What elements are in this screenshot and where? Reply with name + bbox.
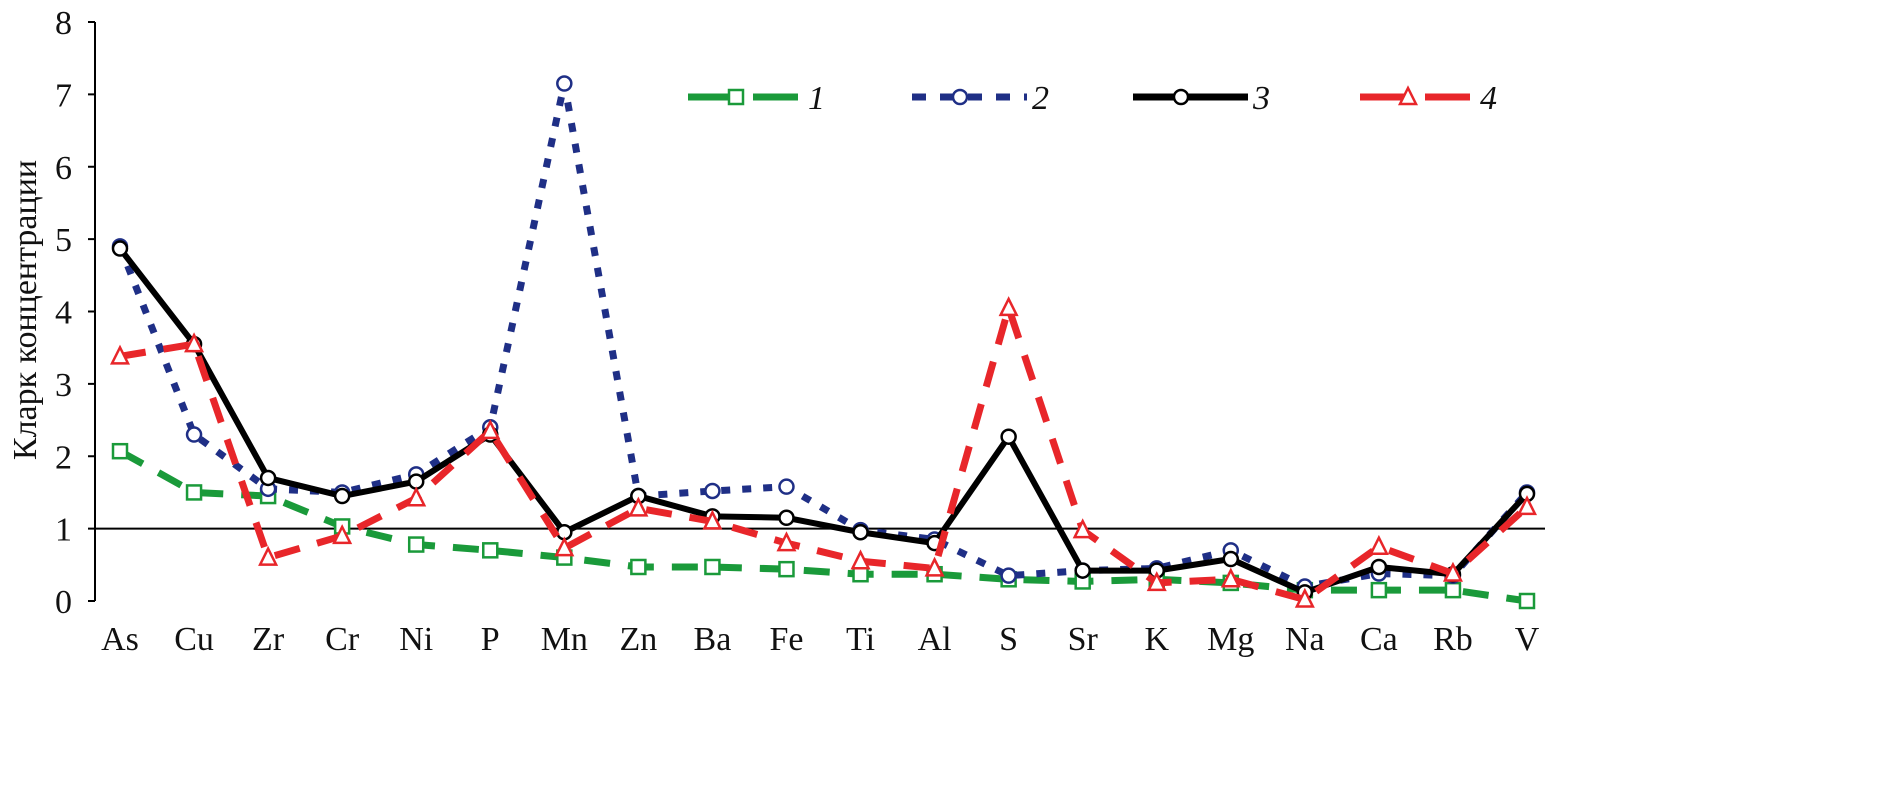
data-point (702, 509, 723, 530)
data-point (630, 558, 647, 576)
data-point (109, 344, 131, 365)
data-point (554, 536, 575, 557)
x-tick-label: As (101, 621, 139, 658)
series-line (116, 80, 1530, 591)
data-point (850, 549, 871, 570)
data-point (1294, 587, 1315, 608)
legend-label: 3 (1252, 80, 1270, 117)
data-point (628, 496, 649, 517)
y-tick-label: 6 (55, 150, 72, 187)
y-tick-label: 2 (55, 439, 72, 476)
data-point (1518, 592, 1536, 610)
x-tick-label: Ca (1360, 621, 1398, 658)
legend-item-4: 4 (1360, 80, 1497, 117)
x-tick-label: Rb (1433, 621, 1473, 658)
series-line (117, 246, 1530, 596)
x-tick-label: Mn (541, 621, 588, 658)
y-tick-label: 4 (55, 295, 72, 332)
x-tick-label: Zr (252, 621, 285, 658)
data-point (1072, 518, 1093, 539)
data-point (704, 558, 721, 576)
axes: 0 1 2 3 4 5 6 7 8 As Cu Zr Cr Ni P Mn Zn Ba Fe Ti Al S Sr K Mg Na… (55, 5, 1545, 658)
legend-marker (1172, 88, 1190, 106)
x-tick-label: P (481, 621, 500, 658)
x-tick-label: Zn (619, 621, 657, 658)
y-tick-label: 7 (55, 77, 72, 114)
y-tick-label: 0 (55, 584, 72, 621)
data-point (1146, 571, 1167, 592)
data-point (406, 486, 427, 507)
legend-marker (727, 88, 745, 106)
series-4 (109, 296, 1538, 608)
x-tick-label: Cr (325, 621, 360, 658)
data-point (1444, 581, 1462, 599)
data-point (1000, 567, 1017, 584)
x-tick-label: S (999, 621, 1018, 658)
data-point (778, 560, 795, 578)
data-point (259, 469, 277, 487)
legend-marker (1397, 85, 1419, 106)
series-line (119, 304, 1530, 604)
x-tick-label: Ti (846, 621, 875, 658)
data-point (778, 478, 795, 495)
data-point (184, 332, 205, 353)
data-point (998, 296, 1019, 317)
data-point (1370, 581, 1388, 599)
series-group (109, 75, 1538, 610)
data-point (1220, 567, 1241, 588)
y-tick-label: 8 (55, 5, 72, 42)
data-point (333, 487, 351, 505)
x-tick-label: Na (1285, 621, 1325, 658)
series-3 (111, 240, 1536, 601)
data-point (1000, 428, 1017, 445)
x-tick-label: Ni (399, 621, 433, 658)
data-point (111, 240, 129, 257)
y-tick-label: 3 (55, 367, 72, 404)
legend: 1 2 3 4 (688, 80, 1497, 117)
data-point (1074, 562, 1091, 579)
legend-label: 4 (1480, 80, 1497, 117)
x-tick-label: K (1144, 621, 1169, 658)
data-point (185, 426, 203, 443)
data-point (704, 482, 721, 500)
data-point (778, 509, 795, 527)
legend-item-1: 1 (688, 80, 825, 117)
data-point (852, 523, 869, 541)
data-point (1516, 495, 1538, 516)
data-point (1442, 561, 1463, 582)
data-point (111, 442, 129, 460)
data-point (924, 556, 945, 577)
data-point (332, 524, 353, 545)
x-tick-label: Mg (1207, 621, 1254, 658)
data-point (480, 419, 501, 440)
x-tick-label: Al (918, 621, 952, 658)
x-tick-label: Sr (1068, 621, 1099, 658)
y-axis-label: Кларк концентрации (7, 160, 44, 460)
y-tick-label: 1 (55, 512, 72, 549)
data-point (258, 545, 279, 566)
series-2 (111, 75, 1536, 595)
x-tick-label: V (1515, 621, 1540, 658)
legend-marker (951, 88, 969, 106)
x-tick-label: Cu (174, 621, 214, 658)
legend-item-2: 2 (912, 80, 1049, 117)
data-point (1370, 558, 1388, 576)
data-point (1368, 534, 1389, 555)
x-tick-label: Ba (694, 621, 732, 658)
data-point (1222, 550, 1240, 568)
x-tick-label: Fe (769, 621, 803, 658)
data-point (407, 536, 425, 553)
data-point (776, 531, 797, 552)
data-point (556, 75, 573, 92)
data-point (482, 542, 499, 559)
y-tick-label: 5 (55, 222, 72, 259)
legend-item-3: 3 (1133, 80, 1270, 117)
legend-label: 2 (1032, 80, 1049, 117)
data-point (185, 484, 203, 501)
legend-label: 1 (808, 80, 825, 117)
